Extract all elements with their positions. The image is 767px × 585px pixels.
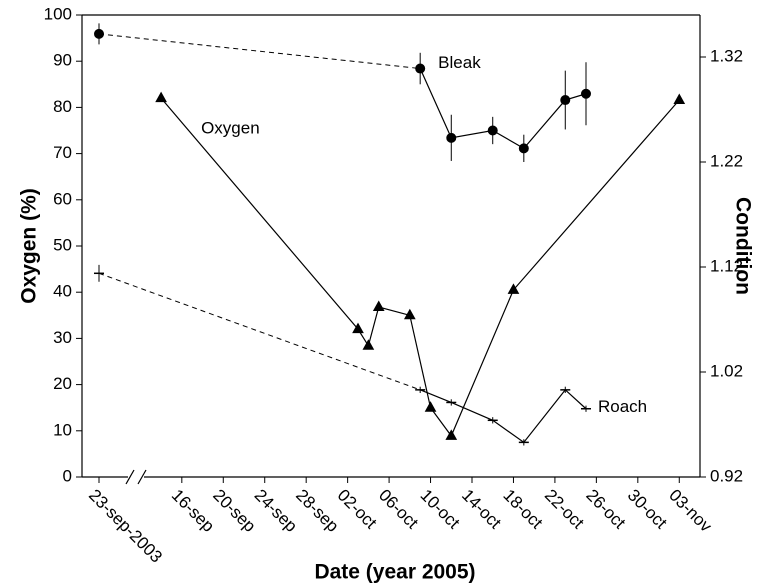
x-tick-label: 18-oct (499, 486, 546, 533)
marker (560, 95, 571, 106)
marker (673, 93, 686, 105)
marker (518, 143, 529, 154)
series-label: Bleak (438, 53, 481, 72)
y-tick-label: 80 (53, 97, 72, 116)
y2-tick-label: 1.22 (710, 151, 743, 170)
x-tick-label: 14-oct (458, 486, 505, 533)
x-tick-label: 02-oct (334, 486, 381, 533)
y-tick-label: 70 (53, 143, 72, 162)
marker (507, 283, 520, 294)
marker (487, 125, 498, 136)
marker (362, 339, 375, 350)
y-tick-label: 20 (53, 374, 72, 393)
series-line-dashed (98, 272, 421, 391)
marker (581, 88, 591, 99)
series-line (419, 68, 587, 150)
y2-tick-label: 1.12 (710, 256, 743, 275)
y-tick-label: 50 (53, 235, 72, 254)
y-tick-label: 60 (53, 189, 72, 208)
x-tick-label: 30-oct (624, 486, 671, 533)
x-tick-label: 10-oct (417, 486, 464, 533)
x-tick-label: 23-sep-2003 (85, 486, 166, 567)
marker (446, 132, 457, 143)
y-tick-label: 90 (53, 51, 72, 70)
x-tick-label: 06-oct (375, 486, 422, 533)
marker (403, 308, 416, 320)
series-line (419, 388, 587, 444)
x-tick-label: 20-sep (209, 486, 259, 536)
y-tick-label: 40 (53, 282, 72, 301)
x-axis-title: Date (year 2005) (314, 561, 475, 584)
y2-tick-label: 1.02 (710, 361, 743, 380)
series-line (160, 97, 680, 438)
x-tick-label: 03-nov (665, 486, 716, 537)
x-tick-label: 26-oct (582, 486, 629, 533)
axis-break (137, 469, 147, 485)
marker (352, 322, 364, 334)
series-label: Roach (598, 397, 647, 416)
y-tick-label: 100 (44, 4, 72, 23)
x-tick-label: 28-sep (292, 486, 342, 536)
x-tick-label: 24-sep (251, 486, 301, 536)
y2-tick-label: 0.92 (710, 466, 743, 485)
axis-break (125, 469, 135, 485)
y2-tick-label: 1.32 (710, 46, 743, 65)
marker (424, 401, 437, 412)
y-tick-label: 10 (53, 420, 72, 439)
x-tick-label: 16-sep (168, 486, 218, 536)
y-axis-title: Oxygen (%) (18, 188, 41, 304)
y-tick-label: 30 (53, 328, 72, 347)
x-tick-label: 22-oct (541, 486, 588, 533)
series-line-dashed (98, 33, 421, 70)
y-tick-label: 0 (63, 466, 72, 485)
marker (415, 63, 426, 74)
marker (372, 300, 385, 311)
series-label: Oxygen (201, 119, 260, 138)
y2-axis-title: Condition (731, 197, 754, 295)
marker (155, 91, 167, 103)
marker (445, 429, 458, 440)
marker (94, 28, 104, 39)
